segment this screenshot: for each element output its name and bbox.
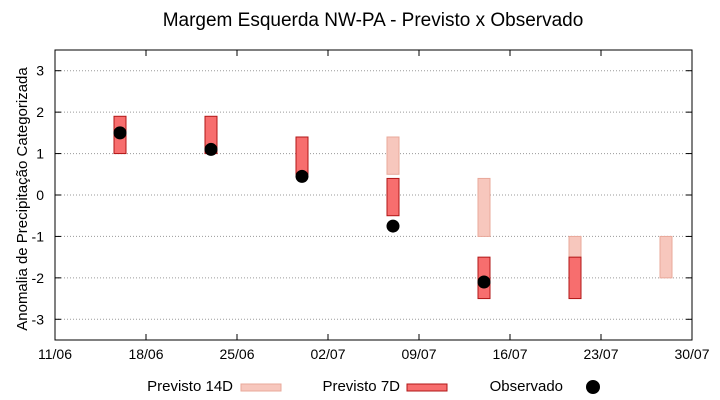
bar-previsto-7d (386, 177, 400, 217)
x-tick-label: 02/07 (310, 346, 345, 362)
x-tick-label: 16/07 (492, 346, 527, 362)
bar-previsto-14d (477, 177, 491, 237)
point-observado (477, 275, 491, 289)
point-observado (204, 142, 218, 156)
legend-swatch-previsto-7d (406, 383, 448, 392)
legend: Previsto 14D Previsto 7D Observado (147, 378, 600, 395)
x-tick-label: 11/06 (38, 346, 72, 362)
point-observado (113, 126, 127, 140)
legend-label-previsto-14d: Previsto 14D (147, 378, 233, 395)
legend-label-observado: Observado (490, 378, 563, 395)
bar-previsto-14d (659, 235, 673, 279)
x-axis-ticks: 11/06 18/06 25/06 02/07 09/07 16/07 23/07 30/07 (38, 50, 710, 362)
x-tick-label: 18/06 (128, 346, 163, 362)
x-tick-label: 30/07 (674, 346, 709, 362)
bar-previsto-14d (386, 136, 400, 175)
bar-previsto-7d (568, 256, 582, 300)
point-observado (295, 169, 309, 183)
y-tick-label: -2 (32, 270, 45, 286)
chart-title: Margem Esquerda NW-PA - Previsto x Obser… (163, 10, 584, 31)
y-tick-label: 0 (36, 187, 44, 203)
y-tick-label: -3 (32, 311, 45, 327)
bar-previsto-7d (295, 136, 309, 175)
legend-marker-observado (586, 380, 600, 394)
x-tick-label: 09/07 (401, 346, 436, 362)
y-axis-label: Anomalia de Precipitação Categorizada (14, 67, 31, 331)
y-axis-ticks: 3 2 1 0 -1 -2 -3 (32, 63, 692, 327)
y-tick-label: -1 (32, 228, 45, 244)
x-tick-label: 25/06 (219, 346, 254, 362)
grid (55, 70, 692, 320)
series-previsto-14d (386, 136, 673, 279)
x-tick-label: 23/07 (583, 346, 618, 362)
series-previsto-7d (113, 115, 582, 300)
y-tick-label: 1 (36, 146, 44, 162)
legend-swatch-previsto-14d (240, 383, 282, 392)
series-observado (113, 126, 491, 289)
legend-label-previsto-7d: Previsto 7D (322, 378, 400, 395)
point-observado (386, 219, 400, 233)
y-tick-label: 2 (36, 104, 44, 120)
y-tick-label: 3 (36, 63, 44, 79)
